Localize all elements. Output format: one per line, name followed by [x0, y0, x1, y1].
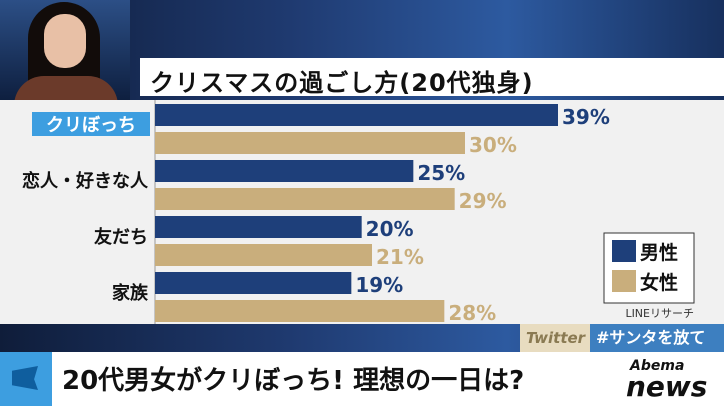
anchor-face	[44, 14, 86, 68]
data-label: 25%	[417, 161, 465, 185]
logo-news: news	[626, 370, 708, 403]
anchor-body	[14, 76, 118, 100]
category-highlight	[32, 112, 150, 136]
data-label: 19%	[355, 273, 403, 297]
bar	[155, 160, 414, 182]
bar-chart: クリぼっち 39% 30% 恋人・好きな人 25% 29% 友だち 20% 21% 家族 19% 28…	[22, 100, 695, 324]
data-label: 39%	[562, 105, 610, 129]
legend-label: 女性	[640, 271, 678, 294]
chart-title: クリスマスの過ごし方(20代独身)	[150, 69, 534, 97]
anchor-video	[0, 0, 130, 100]
category-label: 友だち	[94, 226, 148, 248]
category-label: クリぼっち	[46, 115, 136, 136]
data-label: 30%	[469, 133, 517, 157]
legend-swatch	[612, 240, 636, 262]
bar	[155, 216, 362, 238]
twitter-label: Twitter	[526, 329, 586, 347]
bar	[155, 244, 372, 266]
data-label: 29%	[459, 189, 507, 213]
bar	[155, 188, 455, 210]
source-label: LINEリサーチ	[625, 307, 694, 320]
legend-swatch	[612, 270, 636, 292]
bar	[155, 272, 352, 294]
legend-label: 男性	[640, 241, 678, 264]
data-label: 21%	[376, 245, 424, 269]
ticker-headline: 20代男女がクリぼっち! 理想の一日は?	[62, 366, 525, 396]
bar	[155, 132, 465, 154]
news-ticker: 20代男女がクリぼっち! 理想の一日は?	[0, 352, 724, 406]
data-label: 28%	[448, 301, 496, 324]
category-label: 家族	[112, 282, 149, 304]
twitter-bar: Twitter #サンタを放て	[520, 324, 724, 352]
bar	[155, 104, 558, 126]
hashtag: #サンタを放て	[590, 324, 724, 352]
bar	[155, 300, 445, 322]
category-label: 恋人・好きな人	[22, 170, 149, 192]
abema-news-logo: Abema news	[620, 356, 724, 406]
chart-title-bar: クリスマスの過ごし方(20代独身)	[140, 58, 724, 97]
data-label: 20%	[366, 217, 414, 241]
logo-abema: Abema	[630, 358, 685, 374]
